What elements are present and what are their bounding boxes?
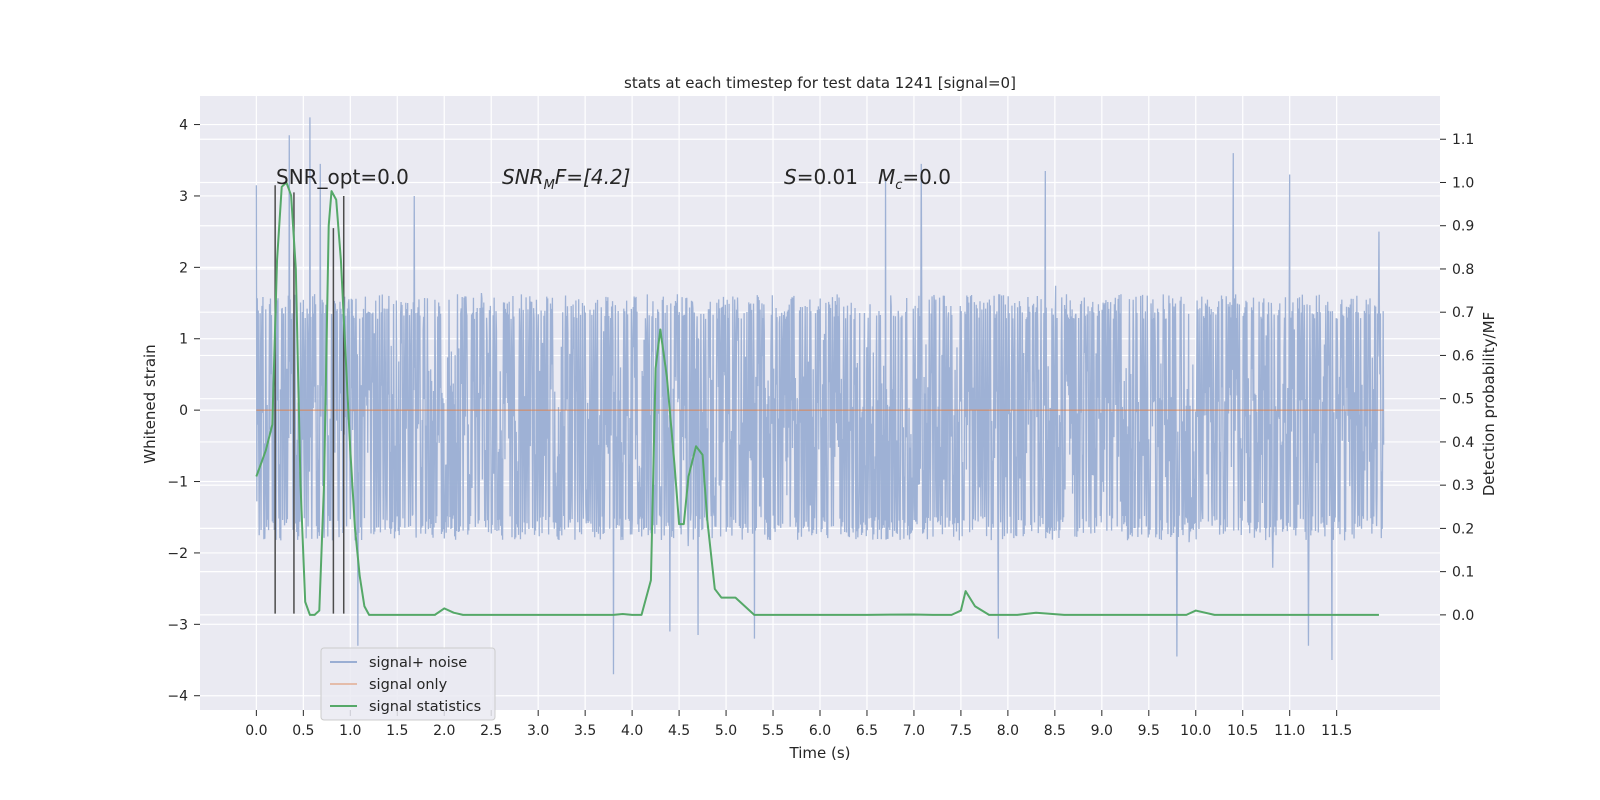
x-tick-label: 7.5	[950, 723, 972, 739]
y-right-tick-label: 0.3	[1452, 478, 1474, 494]
x-tick-label: 5.0	[715, 723, 737, 739]
vertical-markers	[274, 185, 345, 614]
legend-box	[320, 647, 496, 721]
y-left-tick-label: 2	[179, 260, 188, 276]
x-axis-title: Time (s)	[789, 744, 851, 762]
y-right-tick-label: 0.8	[1452, 262, 1474, 278]
x-tick-label: 4.5	[668, 723, 690, 739]
y-left-tick-label: 4	[179, 118, 188, 134]
x-tick-label: 6.0	[809, 723, 831, 739]
x-tick-label: 6.5	[856, 723, 878, 739]
x-tick-label: 2.0	[433, 723, 455, 739]
y-right-tick-label: 0.6	[1452, 348, 1474, 364]
y-left-tick-label: −3	[167, 617, 188, 633]
x-tick-label: 8.0	[997, 723, 1019, 739]
annotation-snr-opt: SNR_opt=0.0	[276, 165, 409, 189]
x-tick-label: 5.5	[762, 723, 784, 739]
x-tick-label: 0.5	[292, 723, 314, 739]
y-left-tick-label: −1	[167, 475, 188, 491]
y-left-tick-label: −4	[167, 689, 188, 705]
right-axis-title: Detection probability/MF	[1480, 312, 1498, 496]
annotation-s: S=0.01	[784, 165, 858, 189]
y-right-tick-label: 0.4	[1452, 435, 1474, 451]
y-left-tick-label: 0	[179, 403, 188, 419]
legend: signal+ noise signal only signal statist…	[320, 647, 496, 721]
legend-label-signal-only: signal only	[369, 677, 448, 693]
x-tick-label: 2.5	[480, 723, 502, 739]
chart-title: stats at each timestep for test data 124…	[624, 74, 1016, 92]
y-left-tick-label: 1	[179, 332, 188, 348]
signal-statistics-line	[255, 181, 1379, 616]
axes: 0.0 0.5 1.0 1.5 2.0 2.5 3.0 3.5 4.0 4.5 5.0 5.5 6.0 6…	[167, 118, 1474, 739]
x-tick-label: 10.0	[1180, 723, 1211, 739]
y-right-tick-label: 0.0	[1452, 608, 1474, 624]
x-tick-label: 11.5	[1321, 723, 1352, 739]
x-tick-label: 9.5	[1138, 723, 1160, 739]
y-right-tick-label: 0.1	[1452, 565, 1474, 581]
y-left-tick-label: −2	[167, 546, 188, 562]
y-right-tick-label: 0.9	[1452, 219, 1474, 235]
x-tick-label: 9.0	[1091, 723, 1113, 739]
signal-noise-series	[255, 117, 1385, 675]
annotation-mc: Mc=0.0	[878, 165, 951, 193]
annotation-snr-mf: SNRMF=[4.2]	[502, 165, 630, 193]
x-tick-label: 10.5	[1227, 723, 1258, 739]
x-tick-label: 1.5	[386, 723, 408, 739]
left-axis-title: Whitened strain	[141, 344, 159, 463]
y-right-tick-label: 0.5	[1452, 392, 1474, 408]
x-tick-label: 3.0	[527, 723, 549, 739]
x-tick-label: 3.5	[574, 723, 596, 739]
legend-label-signal-statistics: signal statistics	[369, 699, 481, 715]
y-right-tick-label: 1.1	[1452, 132, 1474, 148]
x-tick-label: 0.0	[245, 723, 267, 739]
x-tick-label: 4.0	[621, 723, 643, 739]
signal-noise-line	[255, 117, 1385, 675]
signal-statistics-series	[255, 181, 1379, 616]
y-right-tick-label: 1.0	[1452, 175, 1474, 191]
y-left-tick-label: 3	[179, 189, 188, 205]
legend-label-signal-noise: signal+ noise	[369, 655, 467, 671]
x-tick-label: 7.0	[903, 723, 925, 739]
y-right-tick-label: 0.7	[1452, 305, 1474, 321]
x-tick-label: 8.5	[1044, 723, 1066, 739]
y-right-tick-label: 0.2	[1452, 521, 1474, 537]
x-tick-label: 11.0	[1274, 723, 1305, 739]
x-tick-label: 1.0	[339, 723, 361, 739]
